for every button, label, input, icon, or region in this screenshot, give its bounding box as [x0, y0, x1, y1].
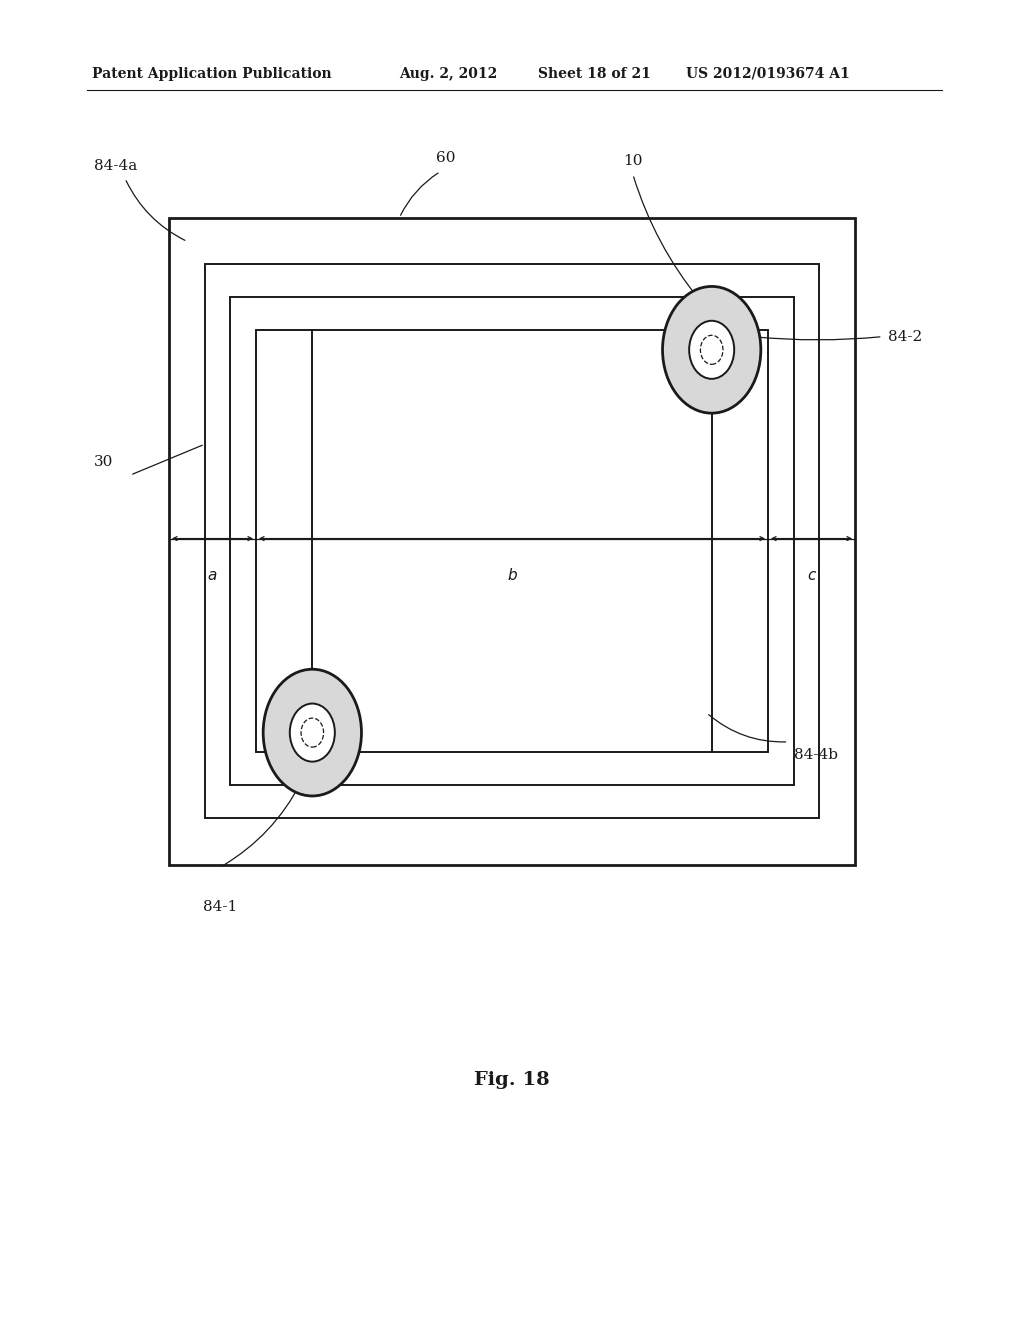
Text: 84-4a: 84-4a [94, 158, 137, 173]
Bar [230, 297, 794, 785]
Text: Patent Application Publication: Patent Application Publication [92, 67, 332, 81]
Bar [205, 264, 819, 818]
Text: 10: 10 [623, 153, 643, 168]
Text: Aug. 2, 2012: Aug. 2, 2012 [399, 67, 498, 81]
Circle shape [263, 669, 361, 796]
Text: 84-4b: 84-4b [794, 748, 838, 762]
Text: Sheet 18 of 21: Sheet 18 of 21 [538, 67, 650, 81]
Bar [256, 330, 768, 752]
Text: 60: 60 [435, 150, 456, 165]
Text: a: a [208, 568, 217, 582]
Circle shape [663, 286, 761, 413]
Text: 30: 30 [94, 454, 114, 469]
Text: US 2012/0193674 A1: US 2012/0193674 A1 [686, 67, 850, 81]
Text: 84-2: 84-2 [888, 330, 922, 343]
Text: Fig. 18: Fig. 18 [474, 1071, 550, 1089]
Text: b: b [507, 568, 517, 582]
Circle shape [290, 704, 335, 762]
Text: c: c [807, 568, 816, 582]
Circle shape [689, 321, 734, 379]
Bar [169, 218, 855, 865]
Text: 84-1: 84-1 [203, 900, 238, 915]
